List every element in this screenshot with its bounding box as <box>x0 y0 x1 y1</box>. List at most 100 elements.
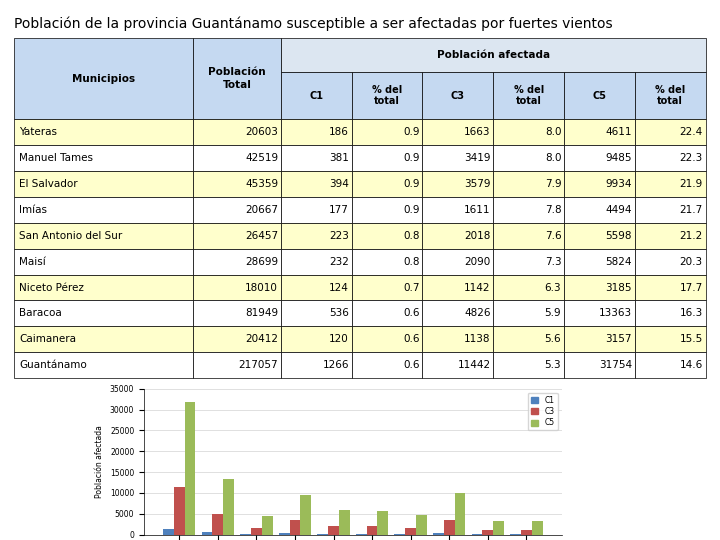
Text: 217057: 217057 <box>238 360 278 370</box>
Bar <box>356 534 366 535</box>
Bar <box>351 119 423 145</box>
Text: 5824: 5824 <box>606 256 632 267</box>
Bar <box>351 223 423 249</box>
Text: Población de la provincia Guantánamo susceptible a ser afectadas por fuertes vie: Población de la provincia Guantánamo sus… <box>14 16 613 31</box>
Text: 45359: 45359 <box>245 179 278 189</box>
Bar <box>240 534 251 535</box>
Bar <box>423 300 493 326</box>
Bar <box>351 72 423 119</box>
Bar <box>493 521 504 535</box>
Bar <box>351 249 423 274</box>
Bar <box>564 145 635 171</box>
Bar <box>281 223 351 249</box>
Text: 381: 381 <box>329 153 349 163</box>
Text: 2090: 2090 <box>464 256 490 267</box>
Text: % del
total: % del total <box>372 85 402 106</box>
Bar <box>14 274 194 300</box>
Text: 4826: 4826 <box>464 308 490 319</box>
Bar <box>281 326 351 352</box>
Text: 5.3: 5.3 <box>544 360 562 370</box>
Bar <box>493 249 564 274</box>
Bar <box>405 528 416 535</box>
Text: Maisí: Maisí <box>19 256 46 267</box>
Bar <box>184 402 195 535</box>
Bar <box>281 38 706 72</box>
Bar <box>521 530 532 535</box>
Text: 0.6: 0.6 <box>403 360 420 370</box>
Bar <box>564 326 635 352</box>
Text: 14.6: 14.6 <box>680 360 703 370</box>
Bar <box>318 534 328 535</box>
Bar <box>328 526 339 535</box>
Text: Municipios: Municipios <box>73 73 135 84</box>
Text: 15.5: 15.5 <box>680 334 703 344</box>
Bar <box>635 326 706 352</box>
Text: 5.6: 5.6 <box>544 334 562 344</box>
Text: Población
Total: Población Total <box>208 68 266 90</box>
Text: Población afectada: Población afectada <box>437 50 550 60</box>
Bar <box>14 145 194 171</box>
Text: 6.3: 6.3 <box>544 282 562 293</box>
Bar <box>493 352 564 378</box>
Text: 1266: 1266 <box>323 360 349 370</box>
Bar <box>454 493 465 535</box>
Text: El Salvador: El Salvador <box>19 179 78 189</box>
Bar <box>194 326 281 352</box>
Bar <box>493 274 564 300</box>
Bar <box>493 145 564 171</box>
Bar <box>423 171 493 197</box>
Text: 22.4: 22.4 <box>680 127 703 137</box>
Text: 17.7: 17.7 <box>680 282 703 293</box>
Text: 20412: 20412 <box>245 334 278 344</box>
Text: 28699: 28699 <box>245 256 278 267</box>
Bar <box>251 528 262 535</box>
Text: 5.9: 5.9 <box>544 308 562 319</box>
Text: 120: 120 <box>329 334 349 344</box>
Text: 186: 186 <box>329 127 349 137</box>
Bar <box>635 119 706 145</box>
Bar <box>351 197 423 223</box>
Text: Guantánamo: Guantánamo <box>19 360 87 370</box>
Bar <box>194 145 281 171</box>
Text: 3419: 3419 <box>464 153 490 163</box>
Bar <box>351 300 423 326</box>
Bar <box>194 197 281 223</box>
Bar <box>423 249 493 274</box>
Text: 232: 232 <box>329 256 349 267</box>
Text: 13363: 13363 <box>599 308 632 319</box>
Bar <box>14 171 194 197</box>
Bar <box>635 249 706 274</box>
Text: 0.9: 0.9 <box>403 127 420 137</box>
Bar <box>635 223 706 249</box>
Bar <box>281 352 351 378</box>
Bar <box>635 145 706 171</box>
Text: 3579: 3579 <box>464 179 490 189</box>
Bar <box>493 223 564 249</box>
Bar <box>300 495 311 535</box>
Text: % del
total: % del total <box>513 85 544 106</box>
Text: 0.6: 0.6 <box>403 308 420 319</box>
Bar <box>395 534 405 535</box>
Bar <box>444 519 454 535</box>
Bar <box>423 326 493 352</box>
Bar <box>564 72 635 119</box>
Bar <box>194 352 281 378</box>
Bar <box>351 274 423 300</box>
Text: 7.8: 7.8 <box>544 205 562 215</box>
Text: 16.3: 16.3 <box>680 308 703 319</box>
Text: 4611: 4611 <box>606 127 632 137</box>
Text: 7.6: 7.6 <box>544 231 562 241</box>
Text: 22.3: 22.3 <box>680 153 703 163</box>
Text: 1142: 1142 <box>464 282 490 293</box>
Bar <box>564 352 635 378</box>
Bar <box>423 352 493 378</box>
Text: 394: 394 <box>329 179 349 189</box>
Bar <box>351 171 423 197</box>
Text: 20603: 20603 <box>246 127 278 137</box>
Bar <box>281 72 351 119</box>
Bar <box>194 223 281 249</box>
Bar <box>351 145 423 171</box>
Text: Yateras: Yateras <box>19 127 57 137</box>
Text: 21.9: 21.9 <box>680 179 703 189</box>
Text: C3: C3 <box>451 91 465 100</box>
